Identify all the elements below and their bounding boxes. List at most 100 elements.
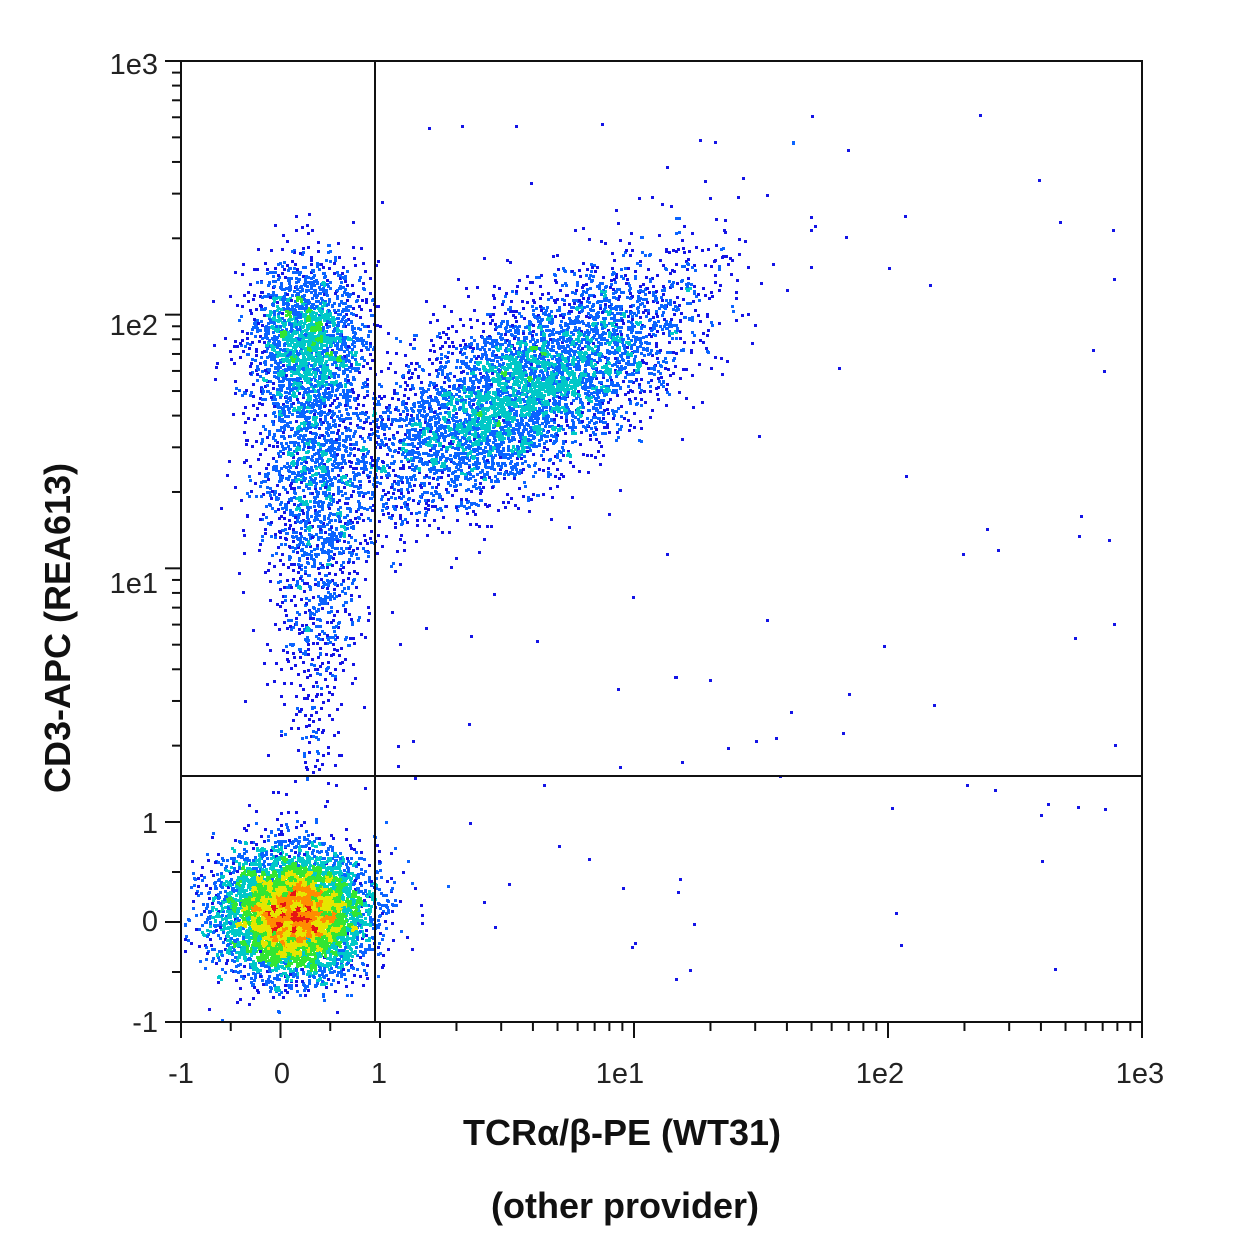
event-dot (393, 881, 396, 884)
event-dot (231, 910, 234, 913)
event-dot (378, 923, 381, 926)
event-dot (324, 893, 327, 896)
event-dot (237, 855, 240, 858)
event-dot (270, 866, 273, 869)
event-dot (264, 949, 267, 952)
event-dot (303, 870, 306, 873)
event-dot (307, 930, 310, 933)
event-dot (280, 812, 283, 815)
event-dot (305, 944, 308, 947)
event-dot (308, 840, 311, 843)
event-dot (362, 913, 365, 916)
event-dot (358, 890, 361, 893)
event-dot (215, 915, 218, 918)
event-dot (337, 890, 340, 893)
event-dot (224, 900, 227, 903)
event-dot (283, 859, 286, 862)
event-dot (334, 921, 337, 924)
event-dot (334, 852, 337, 855)
event-dot (325, 939, 328, 942)
event-dot (342, 957, 345, 960)
event-dot (284, 889, 287, 892)
event-dot (266, 919, 269, 922)
event-dot (227, 881, 230, 884)
event-dot (263, 878, 266, 881)
event-dot (299, 962, 302, 965)
event-dot (337, 971, 340, 974)
event-dot (261, 938, 264, 941)
event-dot (317, 869, 320, 872)
event-dot (192, 907, 195, 910)
event-dot (283, 871, 286, 874)
event-dot (335, 913, 338, 916)
event-dot (256, 911, 259, 914)
event-dot (336, 871, 339, 874)
event-dot (360, 884, 363, 887)
event-dot (372, 896, 375, 899)
event-dot (400, 930, 403, 933)
event-dot (288, 855, 291, 858)
event-dot (291, 860, 294, 863)
event-dot (216, 924, 219, 927)
event-dot (261, 979, 264, 982)
event-dot (241, 890, 244, 893)
event-dot (288, 839, 291, 842)
event-dot (243, 872, 246, 875)
event-dot (253, 885, 256, 888)
event-dot (286, 903, 289, 906)
event-dot (294, 888, 297, 891)
event-dot (236, 879, 239, 882)
event-dot (386, 899, 389, 902)
event-dot (250, 954, 253, 957)
event-dot (201, 879, 204, 882)
event-dot (360, 926, 363, 929)
event-dot (293, 907, 296, 910)
event-dot (257, 939, 260, 942)
event-dot (332, 979, 335, 982)
event-dot (263, 865, 266, 868)
event-dot (274, 845, 277, 848)
event-dot (316, 887, 319, 890)
event-dot (307, 941, 310, 944)
event-dot (263, 937, 266, 940)
event-dot (247, 918, 250, 921)
event-dot (311, 932, 314, 935)
event-dot (355, 927, 358, 930)
event-dot (265, 915, 268, 918)
event-dot (340, 887, 343, 890)
event-dot (235, 979, 238, 982)
event-dot (355, 851, 358, 854)
event-dot (292, 886, 295, 889)
event-dot (256, 847, 259, 850)
event-dot (385, 821, 388, 824)
event-dot (284, 984, 287, 987)
event-dot (243, 882, 246, 885)
event-dot (210, 944, 213, 947)
event-dot (313, 932, 316, 935)
event-dot (331, 911, 334, 914)
event-dot (324, 933, 327, 936)
event-dot (252, 983, 255, 986)
event-dot (314, 902, 317, 905)
event-dot (248, 905, 251, 908)
event-dot (294, 946, 297, 949)
event-dot (342, 968, 345, 971)
event-dot (306, 906, 309, 909)
event-dot (233, 923, 236, 926)
event-dot (349, 883, 352, 886)
event-dot (286, 901, 289, 904)
event-dot (217, 853, 220, 856)
event-dot (219, 921, 222, 924)
event-dot (272, 892, 275, 895)
event-dot (224, 922, 227, 925)
event-dot (258, 861, 261, 864)
event-dot (346, 926, 349, 929)
event-dot (254, 976, 257, 979)
event-dot (272, 856, 275, 859)
event-dot (338, 867, 341, 870)
event-dot (293, 892, 296, 895)
event-dot (270, 908, 273, 911)
event-dot (215, 962, 218, 965)
event-dot (286, 910, 289, 913)
event-dot (254, 887, 257, 890)
